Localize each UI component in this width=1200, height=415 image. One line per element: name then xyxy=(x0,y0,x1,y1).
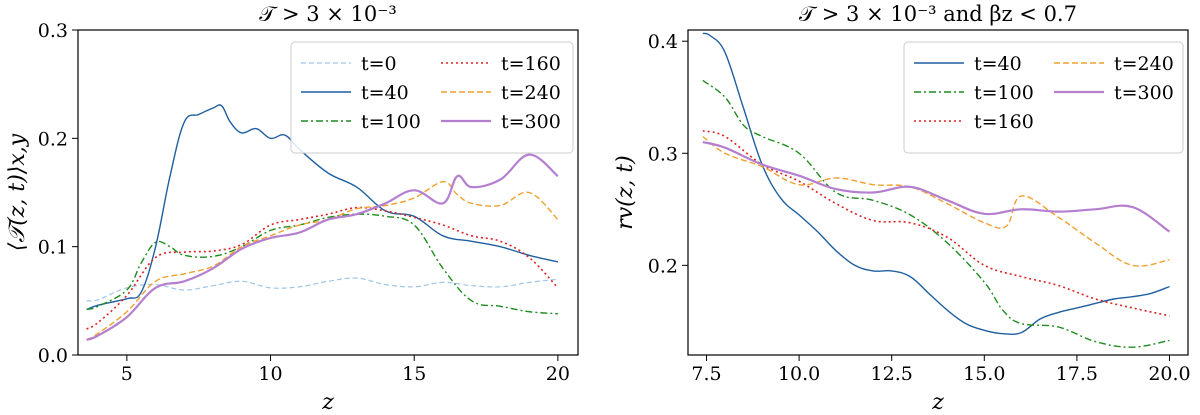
series-line-t-0 xyxy=(86,277,558,302)
x-tick-label: 15.0 xyxy=(963,363,1005,385)
legend-label: t=40 xyxy=(361,82,409,104)
legend-label: t=40 xyxy=(974,53,1022,75)
series-line-t-160 xyxy=(86,206,559,330)
series-line-t-160 xyxy=(702,130,1170,317)
x-tick-label: 5 xyxy=(121,363,133,385)
series-line-t-40 xyxy=(702,32,1170,335)
chart-title: 𝒯 > 3 × 10⁻³ xyxy=(259,2,397,26)
legend-label: t=240 xyxy=(501,82,561,104)
legend-label: t=300 xyxy=(1114,82,1174,104)
chart-title: 𝒯 > 3 × 10⁻³ and βz < 0.7 xyxy=(799,2,1077,26)
x-tick-label: 10.0 xyxy=(778,363,820,385)
x-axis-label: z xyxy=(321,390,334,415)
y-axis-label: ⟨𝒯(z, t)⟩x,y xyxy=(5,133,30,251)
series-line-t-300 xyxy=(702,141,1171,233)
left-chart-panel: 5 10 15 20 0.0 0.1 0.2 0.3 𝒯 > 3 × 10⁻³ z ⟨𝒯(z, t)… xyxy=(5,2,579,415)
x-tick-label: 15 xyxy=(402,363,426,385)
axes-frame xyxy=(77,29,579,356)
series-line-t-300 xyxy=(86,153,559,341)
axes-frame xyxy=(687,29,1189,356)
x-tick-label: 7.5 xyxy=(691,363,721,385)
x-tick-label: 12.5 xyxy=(871,363,913,385)
y-tick-label: 0.2 xyxy=(38,128,68,150)
x-tick-label: 17.5 xyxy=(1056,363,1098,385)
legend: t=0 t=40 t=100 t=160 t=240 t=300 xyxy=(290,41,574,154)
y-axis-label: rv(z, t) xyxy=(613,155,638,230)
legend: t=40 t=100 t=160 t=240 t=300 xyxy=(903,41,1184,154)
x-tick-label: 20.0 xyxy=(1148,363,1190,385)
legend-label: t=240 xyxy=(1114,53,1174,75)
y-tick-label: 0.1 xyxy=(38,237,68,259)
y-tick-label: 0.0 xyxy=(38,345,68,367)
series-line-t-240 xyxy=(702,135,1170,267)
legend-label: t=300 xyxy=(501,111,561,133)
x-tick-label: 10 xyxy=(258,363,282,385)
y-tick-label: 0.3 xyxy=(38,20,68,42)
y-tick-label: 0.4 xyxy=(648,31,678,53)
x-axis-label: z xyxy=(931,390,944,415)
legend-box xyxy=(290,41,574,154)
legend-label: t=160 xyxy=(501,53,561,75)
series-line-t-40 xyxy=(86,104,559,311)
right-chart-panel: 7.5 10.0 12.5 15.0 17.5 20.0 0.2 0.3 0.4 𝒯 > 3 × … xyxy=(613,2,1191,415)
legend-label: t=160 xyxy=(974,111,1034,133)
legend-label: t=0 xyxy=(361,53,397,75)
series-line-t-100 xyxy=(86,213,558,315)
legend-box xyxy=(903,41,1184,154)
y-tick-label: 0.2 xyxy=(648,255,678,277)
legend-label: t=100 xyxy=(974,82,1034,104)
series-line-t-100 xyxy=(702,79,1170,348)
series-line-t-240 xyxy=(86,181,559,341)
y-tick-label: 0.3 xyxy=(648,143,678,165)
legend-label: t=100 xyxy=(361,111,421,133)
x-tick-label: 20 xyxy=(546,363,570,385)
